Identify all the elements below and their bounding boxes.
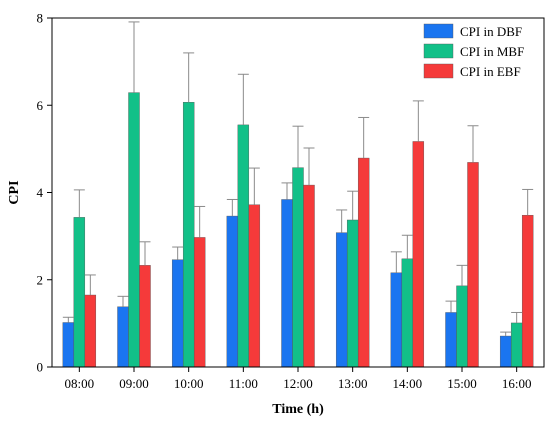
legend-item-3: CPI in EBF — [423, 63, 521, 79]
bar-2-3 — [182, 101, 195, 368]
bar-1-3 — [171, 259, 184, 368]
error-bar-3-6 — [358, 116, 370, 159]
legend-label: CPI in MBF — [460, 44, 524, 59]
error-bar-2-3 — [183, 52, 195, 103]
error-bar-1-5 — [281, 182, 293, 200]
error-bar-2-2 — [128, 21, 140, 93]
error-bar-2-8 — [456, 264, 468, 286]
bar-3-5 — [303, 184, 315, 368]
x-tick-label-4: 11:00 — [229, 376, 258, 391]
bar-2-8 — [456, 285, 468, 368]
bar-2-2 — [128, 92, 140, 368]
legend: CPI in DBF CPI in MBF CPI in EBF — [423, 23, 524, 79]
legend-label: CPI in DBF — [460, 24, 522, 39]
error-bar-1-2 — [117, 295, 129, 307]
x-tick-label-9: 16:00 — [502, 376, 532, 391]
x-tick-label-3: 10:00 — [174, 376, 204, 391]
bar-1-2 — [117, 306, 129, 368]
error-bar-3-5 — [303, 147, 315, 186]
y-tick-label-5: 8 — [37, 11, 44, 26]
error-bar-2-4 — [237, 73, 249, 125]
error-bar-3-7 — [412, 100, 424, 142]
bar-2-6 — [346, 219, 359, 368]
legend-swatch — [423, 63, 454, 79]
error-bar-3-4 — [248, 167, 260, 205]
error-bar-1-3 — [172, 246, 184, 260]
error-bar-3-1 — [84, 274, 96, 296]
bar-1-9 — [499, 335, 512, 368]
bar-1-6 — [335, 232, 348, 368]
error-bar-2-6 — [347, 190, 359, 220]
error-bar-3-2 — [139, 241, 151, 266]
bar-1-7 — [390, 272, 403, 368]
error-bar-1-7 — [390, 251, 402, 273]
bar-3-1 — [84, 294, 97, 368]
y-axis-title: CPI — [7, 180, 22, 204]
x-tick-label-1: 08:00 — [65, 376, 95, 391]
x-tick-label-5: 12:00 — [283, 376, 313, 391]
legend-item-2: CPI in MBF — [423, 43, 524, 59]
bar-2-9 — [510, 322, 523, 368]
x-axis-title: Time (h) — [272, 402, 324, 417]
bar-3-9 — [521, 214, 534, 368]
bar-3-2 — [139, 265, 151, 368]
error-bar-2-9 — [511, 311, 523, 323]
y-tick-label-1: 0 — [37, 360, 44, 375]
legend-swatch — [423, 23, 454, 39]
error-bars-layer — [62, 21, 534, 337]
error-bar-1-9 — [500, 331, 512, 337]
bar-2-7 — [401, 258, 414, 368]
bar-1-1 — [62, 322, 75, 368]
bar-1-5 — [281, 199, 293, 368]
bar-3-8 — [467, 162, 479, 368]
y-tick-label-4: 6 — [37, 98, 44, 113]
error-bar-1-4 — [226, 198, 238, 217]
axes-layer: 0 2 4 6 8 08:00 09:00 10:00 11:00 12:00 13:00 14:00… — [37, 11, 545, 391]
x-tick-label-6: 13:00 — [338, 376, 368, 391]
error-bar-3-3 — [194, 205, 206, 238]
error-bar-1-1 — [62, 316, 74, 323]
error-bar-2-1 — [73, 189, 85, 218]
legend-label: CPI in EBF — [460, 64, 521, 79]
bar-1-4 — [226, 215, 239, 368]
error-bar-1-8 — [445, 300, 457, 313]
bar-3-4 — [248, 204, 261, 368]
bar-2-4 — [237, 124, 250, 368]
y-tick-label-3: 4 — [37, 185, 44, 200]
error-bar-1-6 — [336, 209, 348, 233]
legend-swatch — [423, 43, 454, 59]
x-tick-label-2: 09:00 — [119, 376, 149, 391]
error-bar-2-5 — [292, 125, 304, 168]
error-bar-3-9 — [522, 188, 534, 216]
error-bar-2-7 — [401, 234, 413, 259]
x-tick-label-7: 14:00 — [393, 376, 423, 391]
bar-2-1 — [73, 217, 86, 368]
bar-2-5 — [292, 167, 304, 368]
bar-3-6 — [357, 157, 370, 368]
x-tick-label-8: 15:00 — [447, 376, 477, 391]
bar-3-7 — [412, 141, 425, 368]
y-tick-label-2: 2 — [37, 272, 44, 287]
error-bar-3-8 — [467, 125, 479, 163]
legend-item-1: CPI in DBF — [423, 23, 522, 39]
bar-1-8 — [445, 312, 457, 368]
bar-3-3 — [193, 237, 206, 368]
